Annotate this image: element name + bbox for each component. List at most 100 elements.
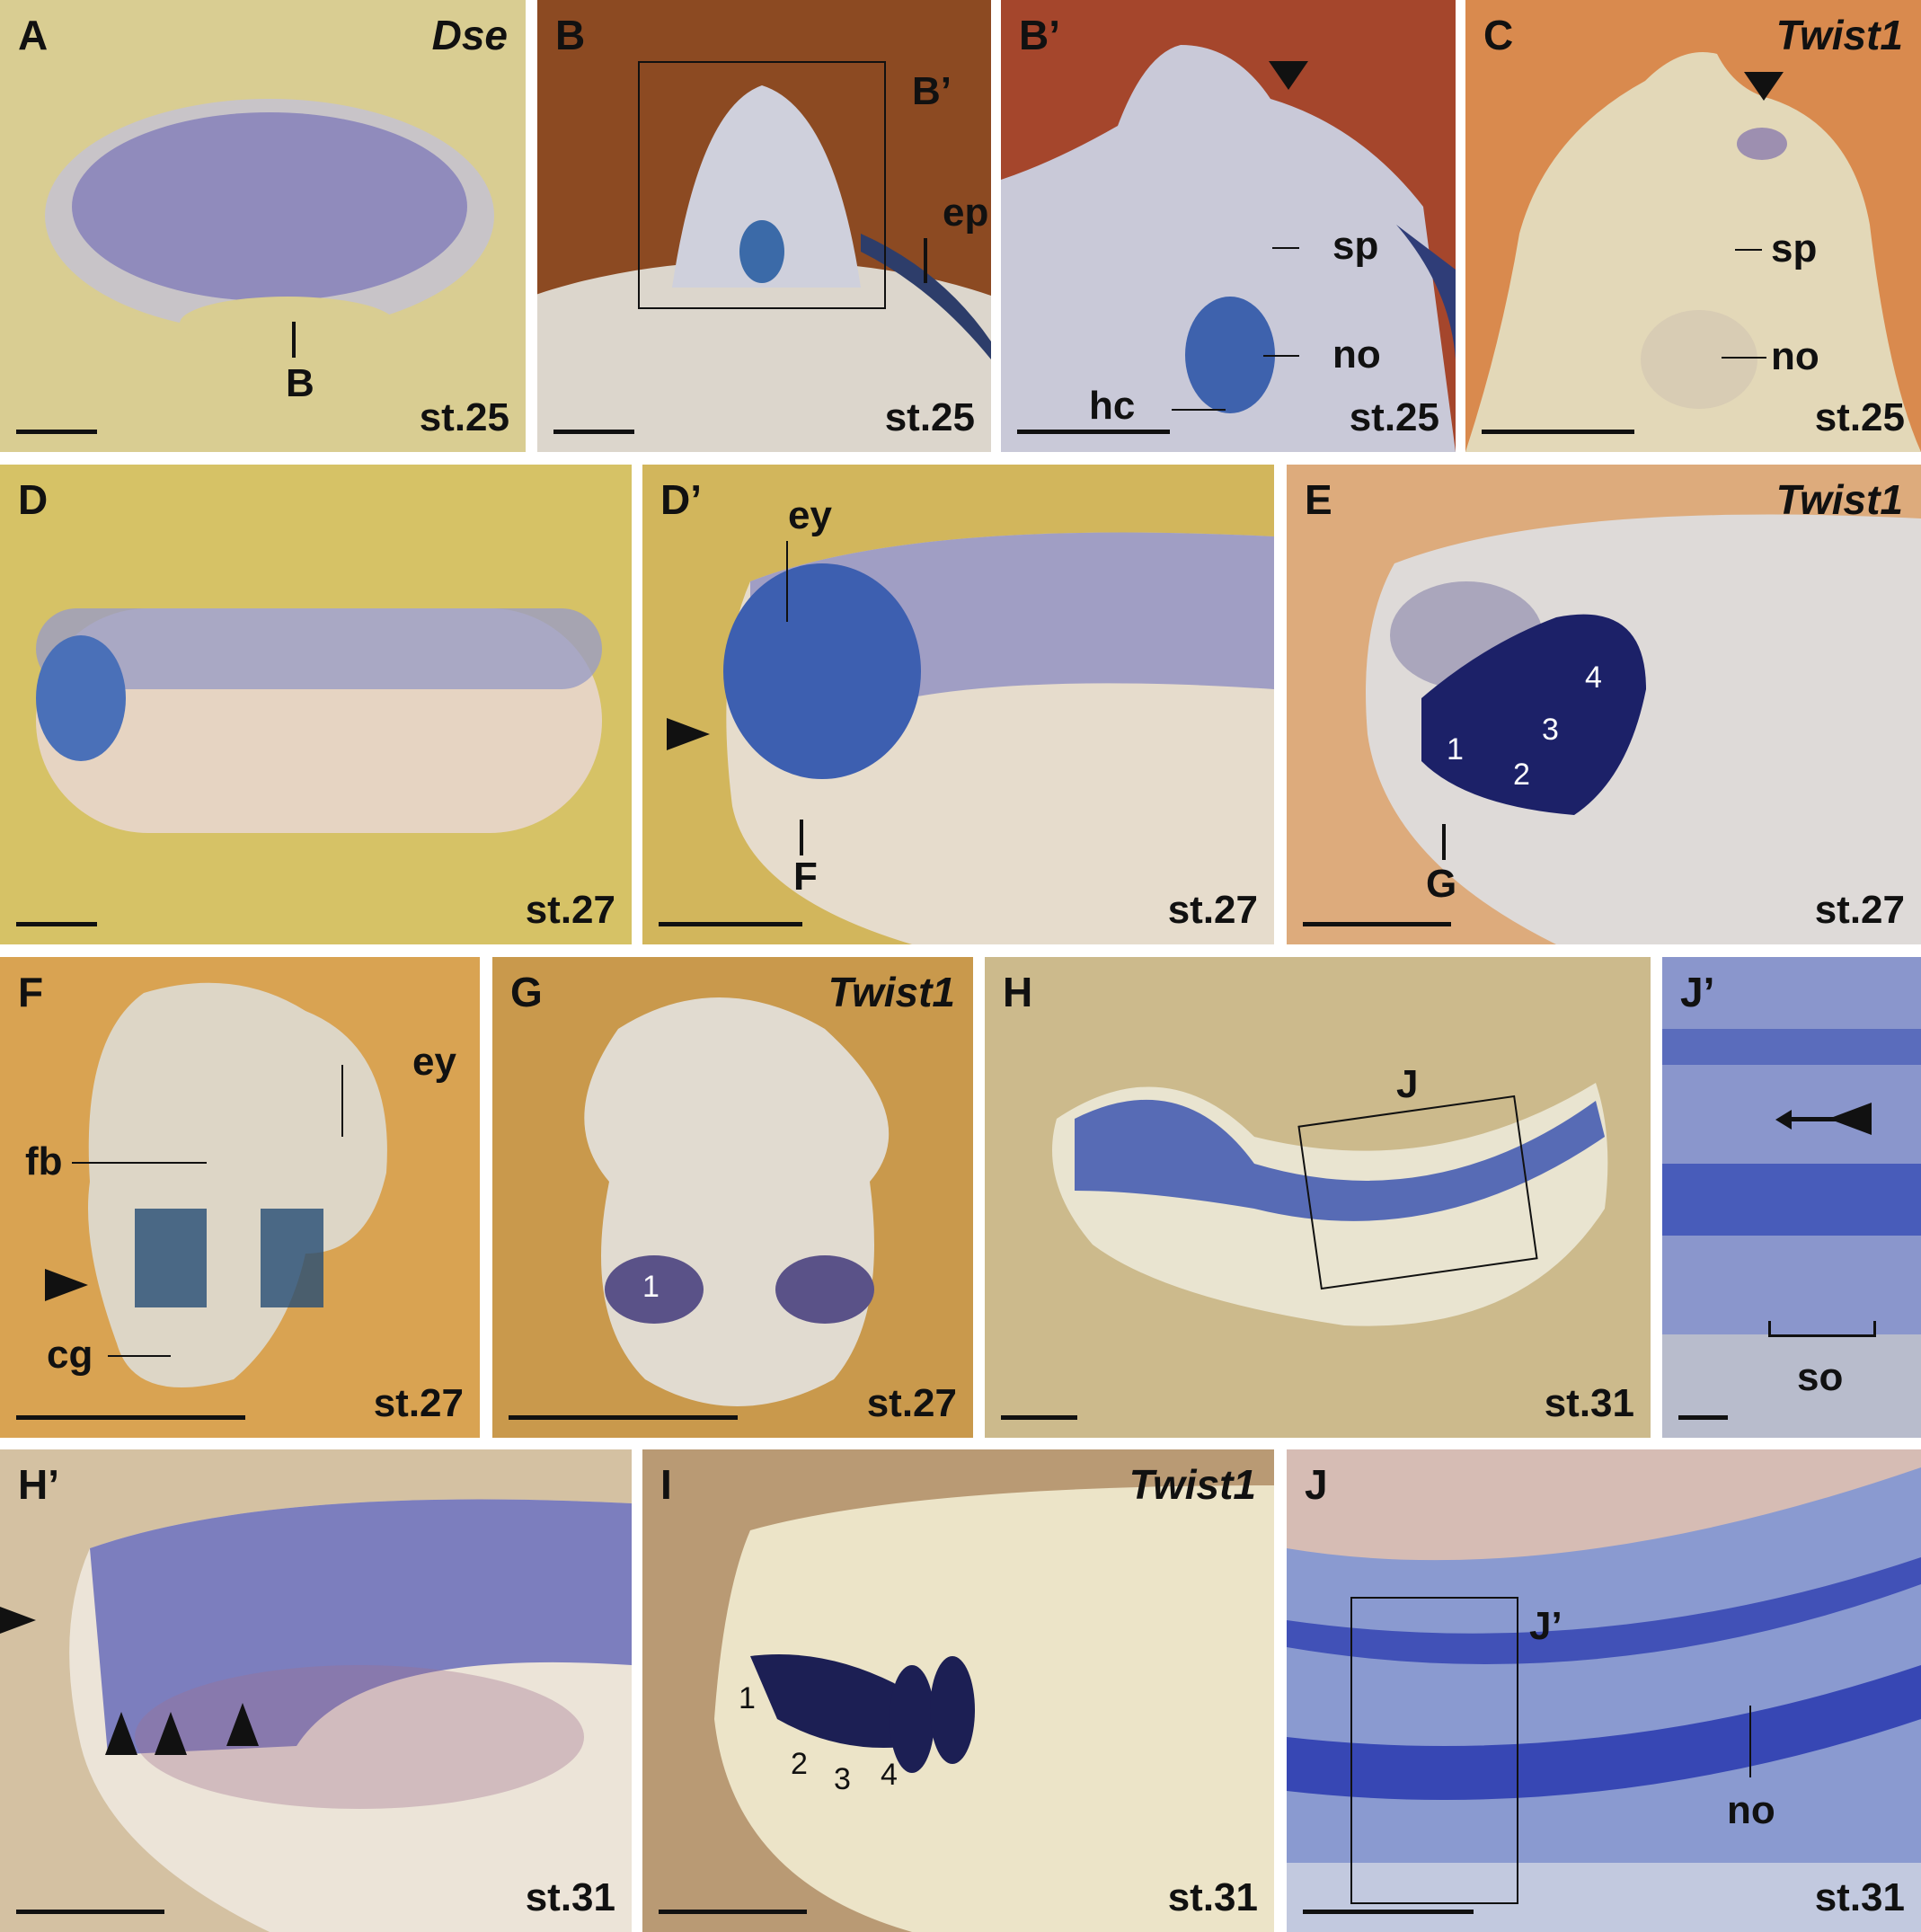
embryo-image: [584, 997, 890, 1406]
stage-label: st.25: [1814, 395, 1905, 439]
stage-label: st.25: [1349, 395, 1439, 439]
pointer-line: [1749, 1706, 1751, 1777]
stage-label: st.31: [525, 1875, 615, 1919]
stage-label: st.27: [866, 1381, 957, 1425]
stage-label: st.27: [1167, 888, 1258, 932]
embryo-image: [723, 532, 1274, 944]
pointer-line: [1722, 357, 1766, 359]
annotation-label: J’: [1529, 1604, 1562, 1648]
embryo-image: [1287, 1467, 1921, 1932]
panel-letter: E: [1305, 476, 1332, 523]
arch-number-label: 1: [1447, 732, 1464, 767]
annotation-label: B: [286, 361, 314, 405]
gene-name: Twist1: [1775, 12, 1903, 58]
panel-letter: J’: [1680, 969, 1715, 1015]
stage-label: st.31: [1167, 1875, 1258, 1919]
panel-a: A Dse st.25 B: [0, 0, 526, 452]
stage-label: st.27: [525, 888, 615, 932]
panel-letter: F: [18, 969, 44, 1015]
annotation-label: G: [1426, 862, 1457, 906]
pointer-line: [1263, 355, 1299, 357]
stage-label: st.31: [1814, 1875, 1905, 1919]
annotation-label: epi: [943, 191, 991, 235]
arrowhead-icon: [1269, 61, 1308, 90]
arch-number-label: 2: [791, 1747, 808, 1781]
panel-letter: D’: [660, 476, 702, 523]
annotation-label: no: [1771, 334, 1819, 378]
stage-label: st.27: [1814, 888, 1905, 932]
embryo-image: [45, 99, 494, 350]
embryo-image: [1662, 1029, 1921, 1438]
panel-letter: H’: [18, 1461, 59, 1508]
annotation-label: hc: [1089, 384, 1136, 428]
scale-bar: [659, 922, 802, 926]
panel-i: I Twist1 st.31 1 2 3 4: [642, 1449, 1274, 1932]
panel-letter: C: [1483, 12, 1514, 58]
arrowhead-icon: [45, 1269, 88, 1301]
arrowhead-icon: [1744, 72, 1784, 101]
arch-number-label: 3: [1542, 713, 1559, 747]
annotation-label: B’: [912, 69, 952, 113]
gene-name: Twist1: [1775, 476, 1903, 523]
arrowhead-icon: [0, 1604, 36, 1636]
annotation-label: F: [793, 855, 818, 899]
arrowhead-icon: [105, 1712, 137, 1755]
scale-bar: [1303, 1910, 1474, 1914]
pointer-line: [1272, 247, 1299, 249]
pointer-line: [1735, 249, 1762, 251]
panel-letter: B: [555, 12, 586, 58]
annotation-label: so: [1797, 1355, 1844, 1399]
pointer-line: [341, 1065, 343, 1137]
panel-hp: H’ st.31: [0, 1449, 632, 1932]
annotation-label: cg: [47, 1333, 93, 1377]
pointer-line: [1873, 1321, 1876, 1337]
annotation-label: ey: [412, 1040, 456, 1084]
panel-e: E Twist1 st.27 G 1 2 3 4: [1287, 465, 1921, 944]
pointer-line: [924, 238, 927, 283]
stage-label: st.27: [373, 1381, 464, 1425]
scale-bar: [509, 1415, 738, 1420]
pointer-line: [292, 322, 296, 358]
pointer-line: [800, 820, 803, 855]
annotation-label: sp: [1332, 224, 1379, 268]
panel-g: G Twist1 st.27 1: [492, 957, 973, 1438]
arch-number-label: 4: [1585, 660, 1602, 695]
embryo-image: [36, 608, 602, 833]
inset-box: [1350, 1597, 1518, 1904]
embryo-image: [69, 1499, 632, 1932]
pointer-line: [1768, 1334, 1876, 1337]
pointer-line: [786, 541, 788, 622]
arrow-icon: [1788, 1117, 1851, 1121]
arrowhead-icon: [1828, 1103, 1872, 1135]
scale-bar: [1482, 430, 1634, 434]
pointer-line: [1172, 409, 1226, 411]
pointer-line: [72, 1162, 207, 1164]
embryo-image: [1465, 52, 1921, 452]
arch-number-label: 1: [739, 1681, 756, 1715]
arrow-tip: [1775, 1110, 1792, 1130]
scale-bar: [1001, 1415, 1077, 1420]
annotation-label: ey: [788, 493, 832, 537]
pointer-line: [108, 1355, 171, 1357]
scale-bar: [1017, 430, 1170, 434]
scale-bar: [16, 430, 97, 434]
gene-name: Twist1: [828, 969, 955, 1015]
panel-letter: B’: [1019, 12, 1060, 58]
embryo-image: [1001, 45, 1456, 452]
annotation-label: sp: [1771, 226, 1818, 270]
scale-bar: [16, 1910, 164, 1914]
annotation-label: no: [1727, 1788, 1775, 1832]
annotation-label: fb: [25, 1139, 63, 1183]
panel-letter: I: [660, 1461, 672, 1508]
pointer-line: [1442, 824, 1446, 860]
scale-bar: [16, 922, 97, 926]
embryo-image: [88, 982, 387, 1387]
panel-dp: D’ st.27 ey F: [642, 465, 1274, 944]
stage-label: st.25: [419, 395, 509, 439]
scale-bar: [659, 1910, 807, 1914]
scale-bar: [1678, 1415, 1728, 1420]
gene-name: Dse: [431, 12, 508, 58]
scale-bar: [16, 1415, 245, 1420]
arch-number-label: 4: [881, 1758, 898, 1792]
